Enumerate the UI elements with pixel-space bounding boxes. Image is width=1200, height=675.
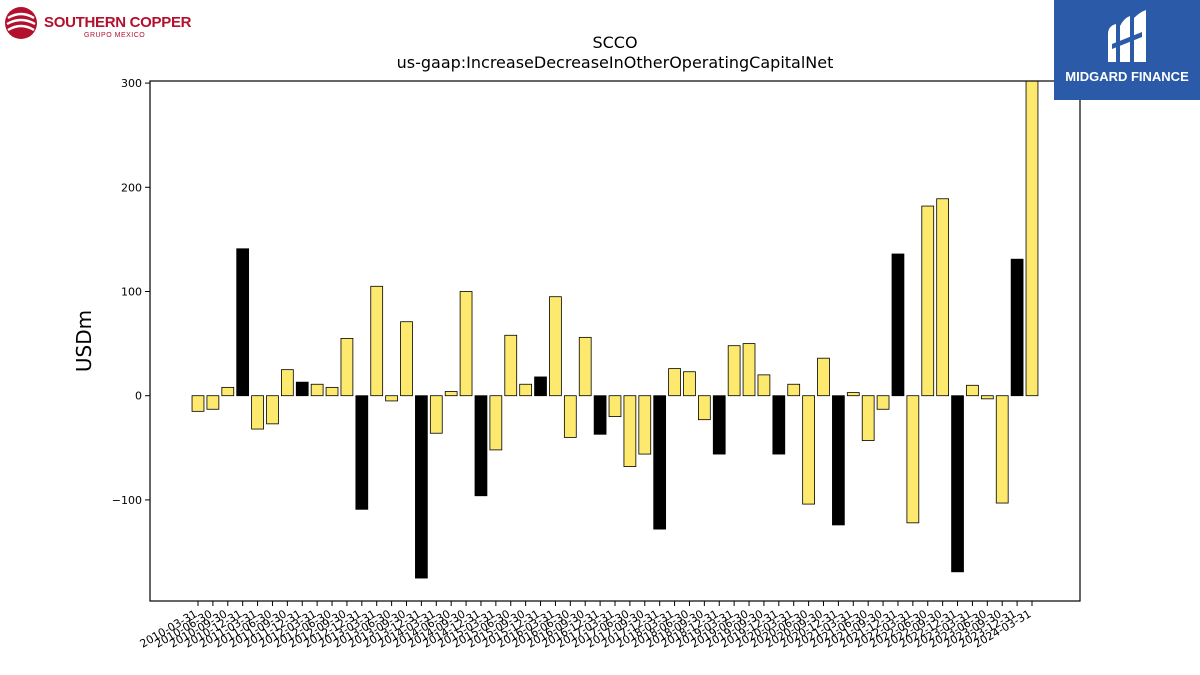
- right-logo-name: MIDGARD FINANCE: [1065, 69, 1189, 84]
- bar-2015-09-30: [519, 383, 533, 397]
- y-tick-label: −100: [112, 494, 142, 507]
- bar-2012-03-31: [310, 383, 324, 397]
- bar-2021-12-31: [891, 253, 905, 397]
- left-logo-name: SOUTHERN COPPER: [44, 14, 192, 31]
- bar-2019-12-31: [772, 395, 786, 455]
- bar-2010-06-30: [206, 395, 220, 410]
- bar-2022-03-31: [906, 395, 920, 524]
- bar-2013-12-31: [415, 395, 428, 579]
- x-axis-ticks: 2010-03-312010-06-302010-09-302010-12-31…: [138, 601, 1034, 651]
- bar-2013-09-30: [400, 321, 413, 397]
- bar-2021-09-30: [876, 395, 890, 410]
- y-axis-label: USDm: [72, 310, 96, 372]
- bar-2023-12-31: [1010, 258, 1024, 397]
- bar-2010-12-31: [236, 248, 250, 397]
- bar-2023-03-31: [966, 384, 979, 397]
- bar-2010-03-31: [191, 395, 205, 412]
- bar-2018-06-30: [683, 371, 696, 397]
- bar-2022-09-30: [936, 198, 950, 397]
- bar-2020-09-30: [817, 357, 830, 397]
- bar-2021-03-31: [846, 392, 860, 397]
- bar-2021-06-30: [861, 395, 875, 441]
- left-logo-sub: GRUPO MEXICO: [84, 32, 146, 39]
- bar-2024-03-31: [1025, 80, 1039, 397]
- bar-2012-09-30: [340, 337, 354, 397]
- bar-2014-03-31: [429, 395, 443, 434]
- y-tick-label: 0: [135, 390, 142, 403]
- plot-frame: [149, 80, 1081, 602]
- bar-2011-12-31: [295, 381, 309, 397]
- bar-2020-12-31: [832, 395, 845, 526]
- bar-2020-06-30: [802, 395, 815, 505]
- y-tick-label: 100: [121, 286, 142, 299]
- bar-2010-09-30: [221, 386, 235, 397]
- bars-layer: [191, 80, 1039, 579]
- bar-2016-06-30: [563, 395, 577, 438]
- bar-2015-03-31: [489, 395, 503, 451]
- bar-2013-06-30: [385, 395, 398, 402]
- bar-2017-06-30: [623, 395, 637, 467]
- bar-2023-06-30: [980, 395, 994, 400]
- bar-2017-09-30: [638, 395, 652, 455]
- bar-2019-06-30: [742, 343, 756, 397]
- bar-2011-06-30: [266, 395, 279, 425]
- bar-2022-12-31: [951, 395, 964, 573]
- bar-2018-09-30: [698, 395, 711, 421]
- bar-2017-03-31: [608, 395, 622, 417]
- copper-emblem-icon: [5, 7, 37, 39]
- bar-2018-12-31: [712, 395, 726, 455]
- bar-2016-09-30: [578, 336, 592, 397]
- y-tick-label: 300: [121, 77, 142, 90]
- bar-2014-09-30: [459, 291, 473, 397]
- bar-2014-12-31: [474, 395, 488, 497]
- bar-2014-06-30: [444, 391, 458, 397]
- bar-2023-09-30: [995, 395, 1009, 504]
- bar-2019-03-31: [727, 345, 741, 397]
- southern-copper-logo: SOUTHERN COPPER GRUPO MEXICO: [4, 6, 194, 46]
- midgard-emblem-icon: [1108, 10, 1146, 62]
- bar-2011-03-31: [251, 395, 264, 430]
- bar-2016-03-31: [549, 296, 562, 397]
- bar-2011-09-30: [280, 369, 294, 397]
- bar-2015-12-31: [534, 376, 547, 397]
- bar-2022-06-30: [921, 205, 935, 397]
- y-tick-label: 200: [121, 181, 142, 194]
- bar-2013-03-31: [370, 285, 384, 397]
- bar-2018-03-31: [668, 368, 681, 397]
- y-axis-ticks: −100 0 100 200 300: [112, 77, 150, 507]
- chart-subtitle: us-gaap:IncreaseDecreaseInOtherOperating…: [397, 53, 834, 72]
- chart-title: SCCO: [592, 33, 637, 52]
- bar-2020-03-31: [787, 383, 801, 397]
- bar-2012-12-31: [355, 395, 369, 510]
- bar-2017-12-31: [653, 395, 667, 530]
- midgard-finance-logo: MIDGARD FINANCE: [1054, 0, 1200, 100]
- bar-2016-12-31: [593, 395, 607, 435]
- bar-2019-09-30: [757, 374, 771, 397]
- bar-2015-06-30: [504, 334, 518, 397]
- bar-2012-06-30: [325, 386, 339, 397]
